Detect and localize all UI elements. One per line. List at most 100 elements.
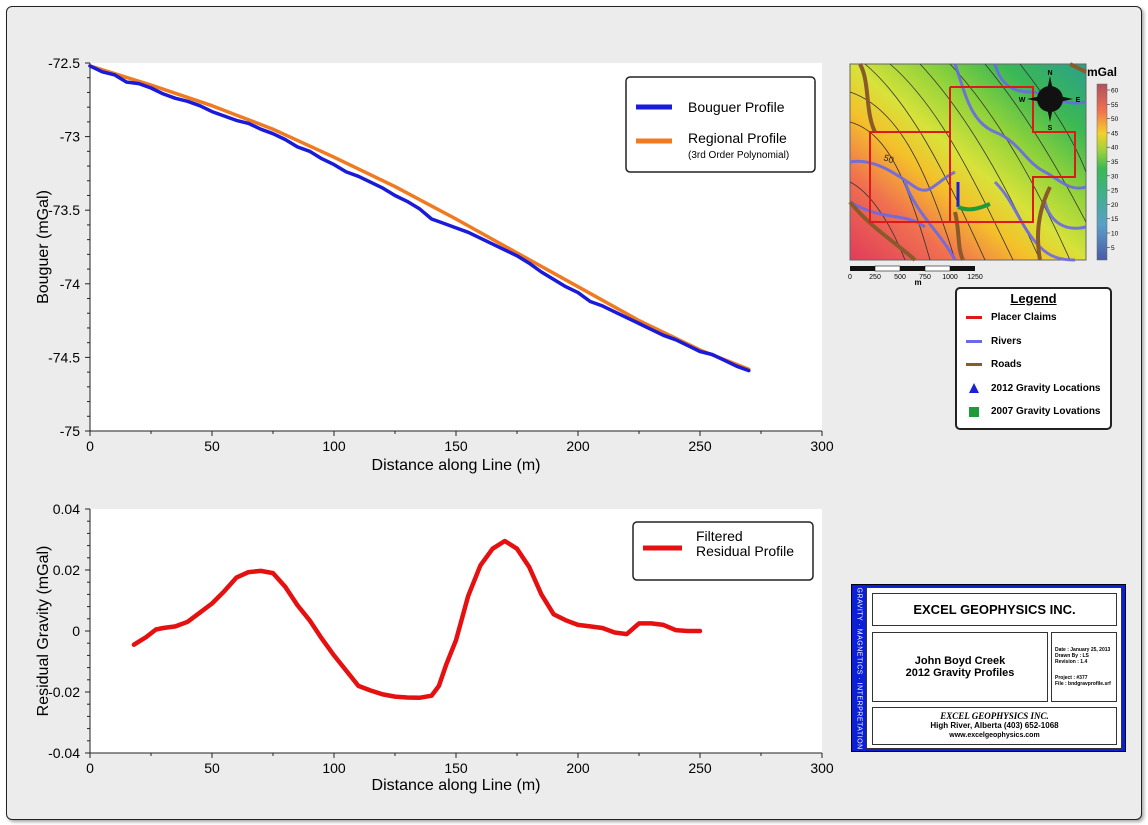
series-line-1 — [88, 64, 751, 373]
x-tick-label: 100 — [322, 760, 346, 776]
gravity-map-inset: 50 N S W E mGal 60 55 50 45 40 35 30 25 20 15 10 5 — [848, 62, 1119, 287]
x-tick-label: 0 — [86, 760, 94, 776]
map-roads — [848, 62, 1087, 262]
legend-item-label: Roads — [991, 359, 1022, 371]
triangle-icon — [957, 383, 991, 394]
compass-rose-icon: N S W E — [1019, 70, 1081, 132]
colorbar-tick-label: 25 — [1111, 188, 1119, 195]
y-tick-label: -74 — [60, 276, 80, 292]
placer-claims — [869, 86, 1076, 223]
x-tick-label: 150 — [444, 438, 468, 454]
scale-label: 500 — [894, 274, 906, 281]
residual-chart: 0 50 100 150 200 250 300 0.04 0.02 0 -0.02 -0.04 Di… — [35, 501, 834, 794]
chart-legend: Bouguer Profile Regional Profile (3rd Or… — [625, 76, 816, 173]
colorbar-tick-label: 40 — [1111, 145, 1119, 152]
chart-legend: Filtered Residual Profile — [632, 521, 814, 581]
x-axis-label: Distance along Line (m) — [372, 777, 541, 794]
y-tick-label: -0.04 — [48, 745, 80, 761]
legend-line-swatch — [957, 312, 991, 323]
x-tick-label: 100 — [322, 438, 346, 454]
colorbar-tick-label: 10 — [1111, 231, 1119, 238]
drawn-by: Drawn By : LS — [1055, 653, 1089, 659]
colorbar-tick-label: 60 — [1111, 88, 1119, 95]
colorbar-tick-label: 45 — [1111, 130, 1119, 137]
y-tick-label: -0.02 — [48, 684, 80, 700]
x-tick-label: 50 — [204, 438, 220, 454]
company-box: EXCEL GEOPHYSICS INC. — [872, 593, 1117, 626]
legend-item-label: Rivers — [991, 335, 1022, 347]
y-tick-label: -73 — [60, 129, 80, 145]
y-tick-label: -74.5 — [48, 349, 80, 365]
legend-bouguer-label: Bouguer Profile — [688, 99, 785, 115]
company-name: EXCEL GEOPHYSICS INC. — [913, 602, 1076, 617]
compass-n: N — [1047, 70, 1052, 77]
legend-regional-note: (3rd Order Polynomial) — [688, 150, 789, 161]
colorbar-tick-label: 35 — [1111, 159, 1119, 166]
compass-w: W — [1019, 97, 1026, 104]
scale-bar — [850, 265, 975, 272]
x-tick-label: 300 — [810, 760, 834, 776]
legend-line-swatch — [957, 359, 991, 370]
y-tick-label: -72.5 — [48, 55, 80, 71]
legend-item: 2012 Gravity Locations — [957, 377, 1110, 401]
legend-item-label: 2007 Gravity Lovations — [991, 406, 1101, 418]
revision: Revision : 1.4 — [1055, 659, 1088, 665]
scale-label: 250 — [869, 274, 881, 281]
title-block-side-text: GRAVITY · MAGNETICS · INTERPRETATION — [855, 587, 863, 750]
x-tick-label: 200 — [566, 438, 590, 454]
x-tick-label: 50 — [204, 760, 220, 776]
series-line-0 — [131, 538, 703, 701]
colorbar-unit: mGal — [1087, 65, 1117, 79]
colorbar-tick-label: 55 — [1111, 102, 1119, 109]
x-tick-label: 200 — [566, 760, 590, 776]
x-tick-label: 0 — [86, 438, 94, 454]
colorbar — [1096, 83, 1108, 261]
compass-s: S — [1048, 125, 1053, 132]
y-tick-label: -75 — [60, 423, 80, 439]
legend-item: Roads — [957, 353, 1110, 377]
legend-line-swatch — [957, 336, 991, 347]
file-name: File : bndgravprofile.srf — [1055, 681, 1111, 687]
y-axis-label: Bouguer (mGal) — [35, 190, 52, 304]
legend-residual-label: Filtered Residual Profile — [696, 528, 794, 559]
x-tick-label: 300 — [810, 438, 834, 454]
gravity-stations — [956, 182, 991, 212]
scale-label: 0 — [848, 274, 852, 281]
y-tick-label: -73.5 — [48, 202, 80, 218]
project-box: John Boyd Creek 2012 Gravity Profiles — [872, 632, 1048, 702]
address: High River, Alberta (403) 652-1068 — [930, 721, 1059, 730]
legend-item-label: 2012 Gravity Locations — [991, 382, 1101, 394]
info-box: Date : January 25, 2013 Drawn By : LS Re… — [1051, 632, 1117, 702]
y-axis-label: Residual Gravity (mGal) — [35, 546, 52, 717]
x-tick-label: 250 — [688, 438, 712, 454]
compass-e: E — [1076, 97, 1081, 104]
scale-label: 1000 — [942, 274, 958, 281]
contour-label: 50 — [882, 152, 895, 165]
scale-unit: m — [914, 278, 921, 287]
legend-item: Placer Claims — [957, 306, 1110, 330]
scale-label: 1250 — [967, 274, 983, 281]
project-number: Project : #377 — [1055, 675, 1088, 681]
legend-item-label: Placer Claims — [991, 312, 1057, 324]
bouguer-chart: 0 50 100 150 200 250 300 -72.5 -73 -73.5 -74 -74.5 -… — [35, 55, 834, 474]
y-tick-label: 0 — [72, 623, 80, 639]
square-icon — [957, 406, 991, 417]
series-line-0 — [88, 64, 751, 371]
date: Date : January 25, 2013 — [1055, 647, 1111, 653]
y-tick-label: 0.02 — [53, 562, 80, 578]
colorbar-tick-label: 30 — [1111, 173, 1119, 180]
legend-title: Legend — [1010, 291, 1057, 306]
colorbar-tick-label: 50 — [1111, 116, 1119, 123]
x-tick-label: 150 — [444, 760, 468, 776]
colorbar-tick-label: 5 — [1111, 245, 1115, 252]
legend-item: Rivers — [957, 330, 1110, 354]
y-tick-label: 0.04 — [53, 501, 80, 517]
title-block: GRAVITY · MAGNETICS · INTERPRETATION EXC… — [851, 584, 1126, 752]
website: www.excelgeophysics.com — [949, 732, 1040, 739]
map-legend: Legend Placer Claims Rivers Roads 2012 Grav… — [955, 287, 1112, 430]
scale-label: 750 — [919, 274, 931, 281]
legend-item: 2007 Gravity Lovations — [957, 400, 1110, 424]
project-subtitle: 2012 Gravity Profiles — [905, 667, 1015, 679]
project-name: John Boyd Creek — [914, 655, 1006, 667]
legend-regional-label: Regional Profile — [688, 130, 787, 146]
